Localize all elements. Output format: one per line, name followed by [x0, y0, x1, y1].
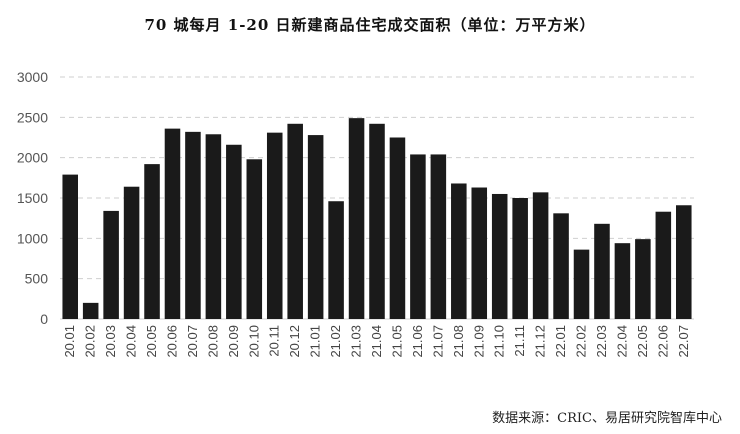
y-tick-label: 1000 — [17, 230, 48, 246]
bar-20.03 — [103, 210, 119, 319]
x-tick-label: 20.10 — [246, 325, 261, 358]
x-tick-label: 22.03 — [594, 325, 609, 358]
x-tick-label: 21.09 — [471, 325, 486, 358]
y-tick-label: 3000 — [17, 69, 48, 85]
x-tick-label: 21.03 — [349, 325, 364, 358]
x-tick-label: 22.07 — [676, 325, 691, 358]
bar-21.01 — [307, 135, 324, 319]
x-tick-label: 21.05 — [389, 325, 404, 358]
chart-title: 70 城每月 1-20 日新建商品住宅成交面积（单位：万平方米） — [144, 16, 596, 34]
source-note: 数据来源：CRIC、易居研究院智库中心 — [492, 411, 722, 426]
bar-20.04 — [123, 186, 140, 319]
y-tick-label: 2000 — [17, 150, 48, 166]
x-tick-label: 21.11 — [512, 325, 527, 357]
bar-20.10 — [246, 159, 263, 319]
bar-20.11 — [266, 132, 283, 319]
x-tick-label: 20.09 — [226, 325, 241, 358]
bar-21.04 — [369, 123, 385, 319]
x-tick-label: 20.05 — [144, 325, 159, 358]
bar-20.09 — [226, 144, 242, 319]
bar-22.06 — [655, 211, 672, 319]
x-tick-label: 22.02 — [574, 325, 589, 358]
x-tick-label: 21.08 — [451, 325, 466, 358]
x-tick-label: 21.07 — [430, 325, 445, 358]
y-axis-ticks: 0 500 1000 1500 2000 2500 3000 — [17, 69, 48, 327]
bar-20.05 — [144, 164, 160, 319]
x-tick-label: 21.02 — [328, 325, 343, 358]
x-tick-label: 20.04 — [124, 325, 139, 358]
y-tick-label: 1500 — [17, 190, 48, 206]
bar-22.01 — [553, 213, 569, 319]
bar-21.03 — [348, 118, 365, 319]
bar-22.02 — [573, 249, 590, 319]
x-tick-label: 20.06 — [164, 325, 179, 358]
x-tick-label: 21.12 — [533, 325, 548, 358]
bar-21.05 — [389, 137, 406, 319]
x-tick-label: 22.05 — [635, 325, 650, 358]
bar-20.02 — [82, 302, 99, 319]
bar-21.06 — [410, 154, 426, 319]
bar-21.12 — [532, 192, 549, 319]
bar-20.08 — [205, 134, 222, 319]
x-tick-label: 22.01 — [553, 325, 568, 358]
bar-20.12 — [287, 123, 303, 319]
x-tick-label: 21.10 — [492, 325, 507, 358]
bar-22.07 — [676, 205, 692, 319]
x-tick-label: 21.04 — [369, 325, 384, 358]
bar-21.09 — [471, 187, 488, 319]
x-tick-label: 20.01 — [62, 325, 77, 358]
bar-22.04 — [614, 243, 631, 319]
y-tick-label: 500 — [25, 271, 49, 287]
x-tick-label: 20.08 — [205, 325, 220, 358]
bar-21.11 — [512, 198, 528, 319]
x-tick-label: 22.06 — [655, 325, 670, 358]
x-axis-ticks: 20.01 20.02 20.03 20.04 20.05 20.06 20.07 20.08… — [62, 325, 691, 358]
x-tick-label: 20.12 — [287, 325, 302, 358]
bar-20.07 — [185, 131, 201, 319]
bar-21.10 — [491, 193, 508, 319]
x-tick-label: 20.03 — [103, 325, 118, 358]
x-tick-label: 20.11 — [267, 325, 282, 357]
x-tick-label: 22.04 — [614, 325, 629, 358]
x-tick-label: 20.02 — [83, 325, 98, 358]
y-tick-label: 2500 — [17, 109, 48, 125]
bar-20.06 — [164, 128, 181, 319]
bars — [62, 118, 692, 319]
bar-21.07 — [430, 154, 447, 319]
x-tick-label: 21.06 — [410, 325, 425, 358]
y-tick-label: 0 — [40, 311, 48, 327]
bar-21.08 — [451, 183, 467, 319]
bar-21.02 — [328, 201, 344, 319]
bar-22.03 — [594, 223, 610, 319]
x-tick-label: 20.07 — [185, 325, 200, 358]
x-tick-label: 21.01 — [308, 325, 323, 358]
bar-22.05 — [635, 239, 651, 319]
bar-20.01 — [62, 174, 78, 319]
